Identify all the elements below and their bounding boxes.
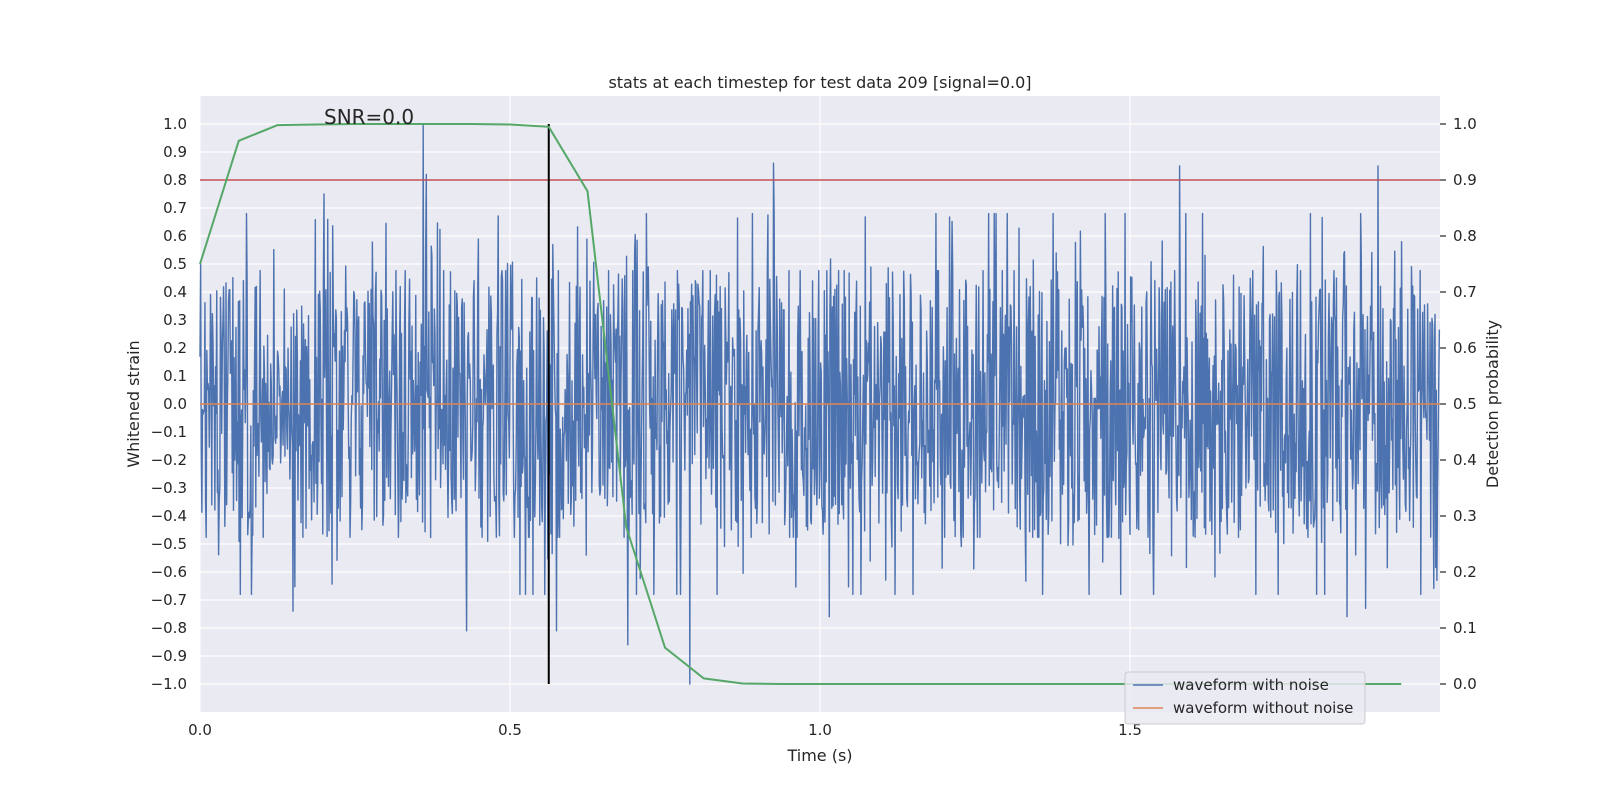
y-tick-label: 0.5 xyxy=(163,255,187,273)
y-tick-label: 0.6 xyxy=(163,227,187,245)
x-tick-label: 0.0 xyxy=(188,721,212,739)
y-tick-label: 0.7 xyxy=(163,199,187,217)
y-tick-label: 1.0 xyxy=(163,115,187,133)
x-tick-label: 1.0 xyxy=(808,721,832,739)
y-tick-label: −0.3 xyxy=(151,479,187,497)
y-tick-label: 0.9 xyxy=(163,143,187,161)
y2-tick-label: 0.1 xyxy=(1453,619,1477,637)
y-tick-label: −0.9 xyxy=(151,647,187,665)
legend-label-noise: waveform with noise xyxy=(1173,676,1329,694)
y-tick-label: −0.1 xyxy=(151,423,187,441)
y2-tick-label: 0.5 xyxy=(1453,395,1477,413)
x-axis-label: Time (s) xyxy=(786,746,852,765)
y2-tick-label: 0.8 xyxy=(1453,227,1477,245)
x-tick-label: 1.5 xyxy=(1118,721,1142,739)
y-tick-label: 0.2 xyxy=(163,339,187,357)
y-tick-label: 0.3 xyxy=(163,311,187,329)
y2-tick-label: 0.4 xyxy=(1453,451,1477,469)
y2-tick-label: 0.3 xyxy=(1453,507,1477,525)
y-axis-ticks: 1.0 0.9 0.8 0.7 0.6 0.5 0.4 0.3 0.2 0.1 0.0 −0.1 −0.… xyxy=(151,115,187,693)
y2-tick-label: 0.0 xyxy=(1453,675,1477,693)
y-tick-label: 0.4 xyxy=(163,283,187,301)
x-axis-ticks: 0.0 0.5 1.0 1.5 xyxy=(188,721,1142,739)
chart-title: stats at each timestep for test data 209… xyxy=(608,73,1031,92)
y2-tick-label: 0.6 xyxy=(1453,339,1477,357)
legend-label-clean: waveform without noise xyxy=(1173,699,1353,717)
snr-annotation: SNR=0.0 xyxy=(324,105,414,129)
x-tick-label: 0.5 xyxy=(498,721,522,739)
y2-tick-label: 1.0 xyxy=(1453,115,1477,133)
y2-tick-label: 0.9 xyxy=(1453,171,1477,189)
y2-axis-label: Detection probability xyxy=(1483,320,1502,488)
y-tick-label: −0.8 xyxy=(151,619,187,637)
y-tick-label: 0.8 xyxy=(163,171,187,189)
line-waveform-with-noise xyxy=(199,123,1441,685)
y-tick-label: −0.4 xyxy=(151,507,187,525)
y-tick-label: −0.5 xyxy=(151,535,187,553)
y2-axis-ticks: 1.0 0.9 0.8 0.7 0.6 0.5 0.4 0.3 0.2 0.1 0.0 xyxy=(1440,115,1477,693)
y-tick-label: −0.2 xyxy=(151,451,187,469)
y2-tick-label: 0.7 xyxy=(1453,283,1477,301)
y-tick-label: −0.6 xyxy=(151,563,187,581)
y-tick-label: −0.7 xyxy=(151,591,187,609)
legend: waveform with noise waveform without noi… xyxy=(1124,671,1366,725)
series-waveform-with-noise xyxy=(199,123,1441,685)
y-axis-label: Whitened strain xyxy=(124,340,143,467)
y-tick-label: 0.0 xyxy=(163,395,187,413)
legend-box xyxy=(1124,671,1366,725)
y2-tick-label: 0.2 xyxy=(1453,563,1477,581)
y-tick-label: −1.0 xyxy=(151,675,187,693)
y-tick-label: 0.1 xyxy=(163,367,187,385)
